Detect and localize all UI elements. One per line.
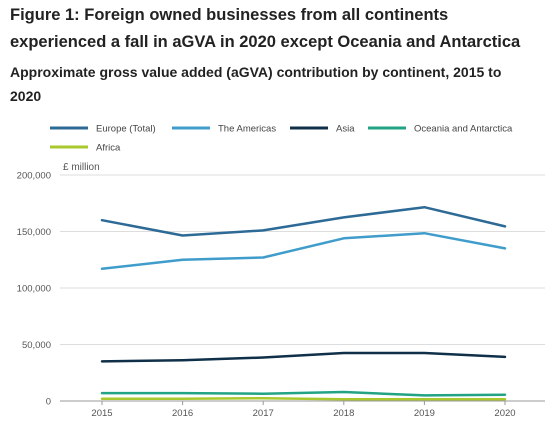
legend-label: The Americas xyxy=(218,124,276,135)
axes: 0 50,000 100,000 150,000 200,000 2015 2016 2017… xyxy=(17,171,516,420)
x-tick-label: 2016 xyxy=(172,408,193,419)
y-axis-unit-label: £ million xyxy=(63,162,100,173)
x-tick-label: 2017 xyxy=(253,408,274,419)
y-tick-label: 150,000 xyxy=(17,227,51,238)
legend: Europe (Total) The Americas Asia Oceania an… xyxy=(50,124,513,154)
series-line xyxy=(100,396,507,401)
x-tick-label: 2018 xyxy=(333,408,354,419)
figure-title: Figure 1: Foreign owned businesses from … xyxy=(10,6,521,51)
series-line xyxy=(100,351,507,363)
series-line xyxy=(100,390,507,397)
legend-label: Europe (Total) xyxy=(96,124,156,135)
x-tick-label: 2020 xyxy=(494,408,515,419)
y-tick-label: 0 xyxy=(46,397,51,408)
y-tick-label: 100,000 xyxy=(17,284,51,295)
series-line xyxy=(100,205,507,237)
series-lines xyxy=(100,205,507,401)
y-tick-label: 50,000 xyxy=(22,340,51,351)
figure-subtitle: Approximate gross value added (aGVA) con… xyxy=(10,64,502,104)
x-tick-label: 2015 xyxy=(91,408,112,419)
legend-label: Asia xyxy=(336,124,355,135)
y-tick-label: 200,000 xyxy=(17,171,51,182)
gridlines xyxy=(60,174,545,402)
legend-label: Oceania and Antarctica xyxy=(414,124,513,135)
x-tick-label: 2019 xyxy=(414,408,435,419)
legend-label: Africa xyxy=(96,143,121,154)
series-line xyxy=(100,231,507,271)
